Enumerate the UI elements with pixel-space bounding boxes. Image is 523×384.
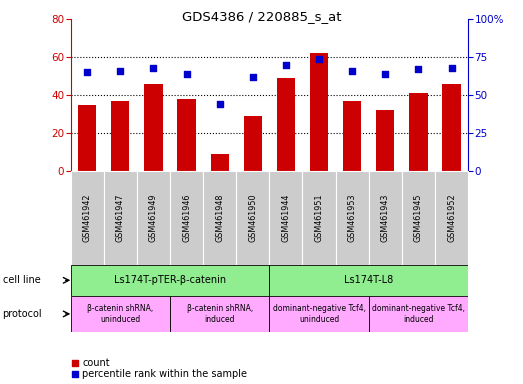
Point (282, 62, 290, 68)
Text: GSM461945: GSM461945 (414, 194, 423, 242)
Bar (104, 171, 137, 265)
Point (83, 69, 92, 75)
Text: GSM461948: GSM461948 (215, 194, 224, 242)
Bar (343, 101, 361, 171)
Point (149, 65, 157, 71)
Bar (177, 99, 196, 171)
Text: Ls174T-pTER-β-catenin: Ls174T-pTER-β-catenin (114, 275, 226, 285)
Text: percentile rank within the sample: percentile rank within the sample (82, 369, 247, 379)
Text: GSM461953: GSM461953 (348, 194, 357, 242)
Bar (310, 53, 328, 171)
Bar (402, 171, 435, 265)
Point (116, 68, 124, 74)
Text: Ls174T-L8: Ls174T-L8 (344, 275, 393, 285)
Text: GSM461950: GSM461950 (248, 194, 257, 242)
Bar (203, 171, 236, 265)
Bar (144, 84, 163, 171)
Point (447, 65, 456, 71)
Text: GSM461947: GSM461947 (116, 194, 125, 242)
Bar (71, 171, 104, 265)
Text: count: count (82, 358, 110, 368)
Point (381, 71, 390, 77)
Bar (236, 171, 269, 265)
Point (71, 360, 79, 366)
Text: GSM461952: GSM461952 (447, 194, 456, 242)
Bar (71, 265, 269, 296)
Point (315, 56, 323, 62)
Text: GSM461946: GSM461946 (182, 194, 191, 242)
Text: GSM461942: GSM461942 (83, 194, 92, 242)
Bar (376, 110, 394, 171)
Bar (170, 296, 269, 332)
Bar (111, 101, 129, 171)
Point (183, 71, 191, 77)
Point (248, 74, 257, 80)
Bar (369, 171, 402, 265)
Bar (170, 171, 203, 265)
Text: β-catenin shRNA,
uninduced: β-catenin shRNA, uninduced (87, 304, 153, 324)
Bar (369, 296, 468, 332)
Text: dominant-negative Tcf4,
induced: dominant-negative Tcf4, induced (372, 304, 465, 324)
Bar (71, 296, 170, 332)
Bar (244, 116, 262, 171)
Text: GSM461943: GSM461943 (381, 194, 390, 242)
Text: GSM461949: GSM461949 (149, 194, 158, 242)
Text: dominant-negative Tcf4,
uninduced: dominant-negative Tcf4, uninduced (272, 304, 366, 324)
Point (348, 68, 356, 74)
Bar (277, 78, 295, 171)
Point (414, 66, 423, 72)
Bar (435, 171, 468, 265)
Point (215, 101, 224, 107)
Point (71, 371, 79, 377)
Bar (269, 296, 369, 332)
Text: β-catenin shRNA,
induced: β-catenin shRNA, induced (187, 304, 253, 324)
Text: protocol: protocol (3, 309, 42, 319)
Bar (410, 93, 427, 171)
Bar (269, 171, 302, 265)
Bar (137, 171, 170, 265)
Bar (302, 171, 336, 265)
Bar (336, 171, 369, 265)
Text: GDS4386 / 220885_s_at: GDS4386 / 220885_s_at (182, 10, 341, 23)
Bar (211, 154, 229, 171)
Bar (442, 84, 461, 171)
Bar (269, 265, 468, 296)
Text: GSM461951: GSM461951 (314, 194, 324, 242)
Bar (78, 104, 96, 171)
Text: GSM461944: GSM461944 (281, 194, 290, 242)
Text: cell line: cell line (3, 275, 40, 285)
